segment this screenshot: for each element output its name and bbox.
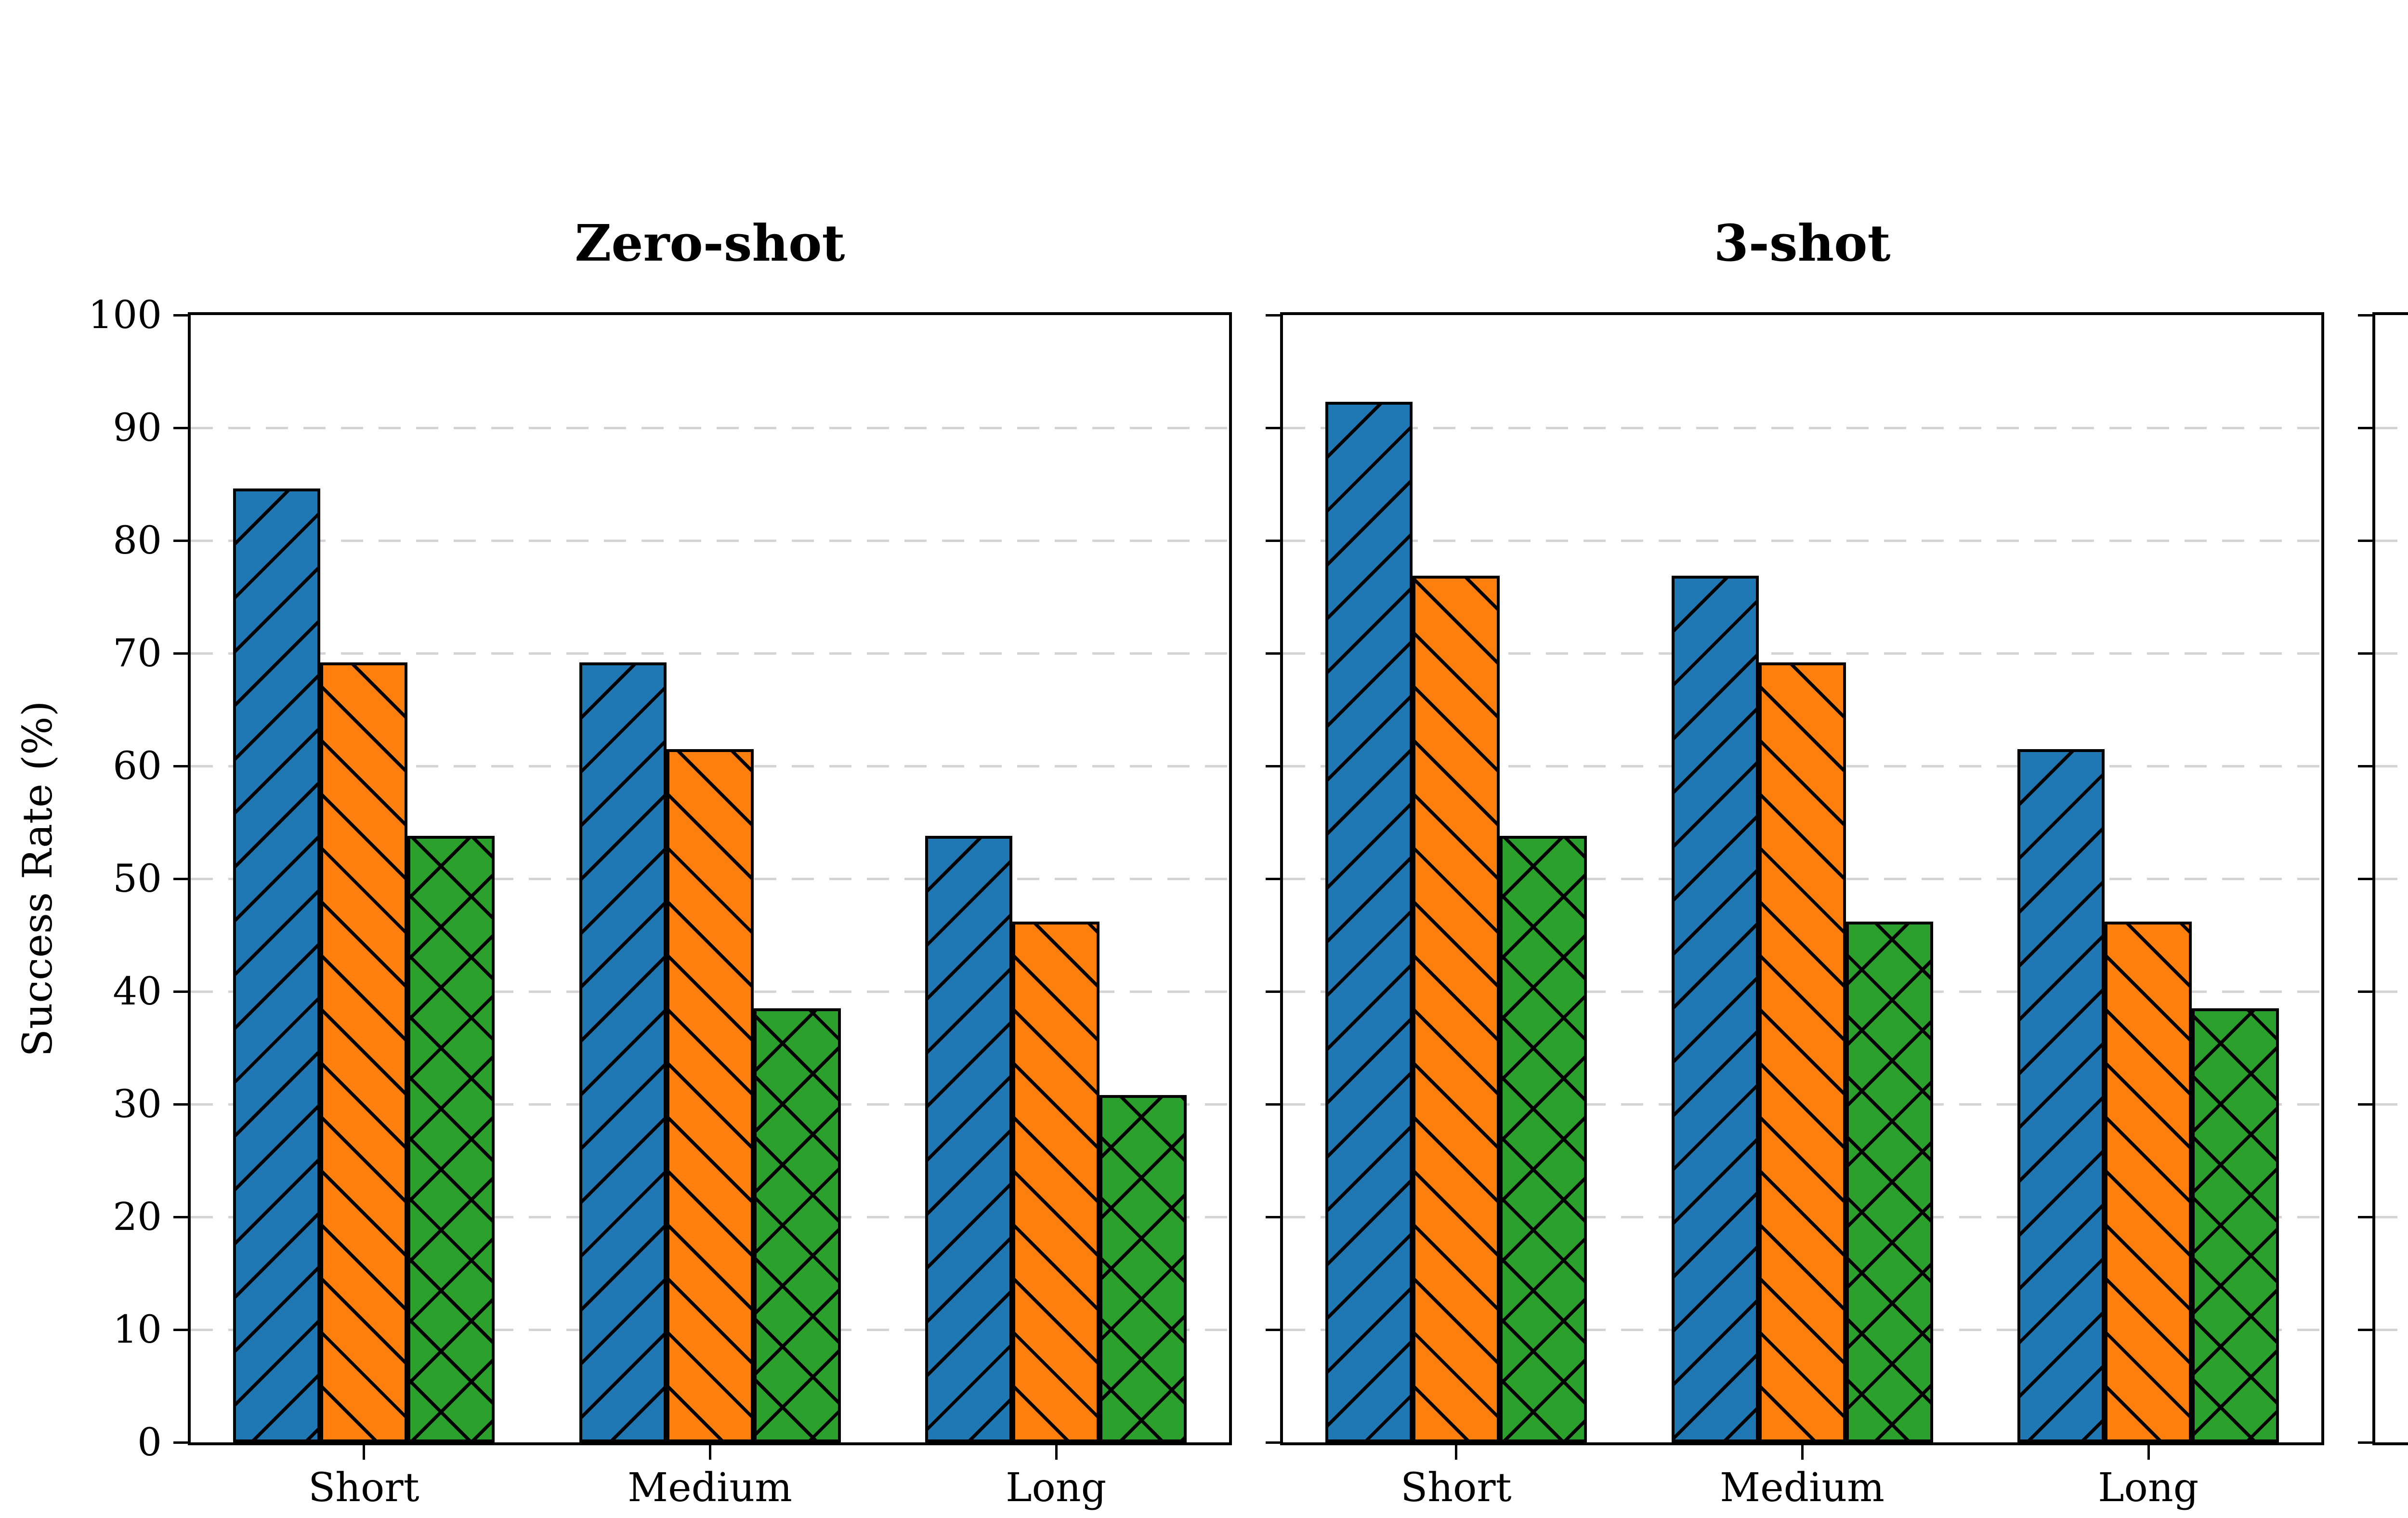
y-tick-70 bbox=[173, 652, 188, 655]
bar-claude-3-7-sonnet-short bbox=[1325, 402, 1413, 1442]
bar-claude-3-7-sonnet-short bbox=[233, 488, 320, 1442]
y-tick-label-70: 70 bbox=[113, 631, 162, 675]
y-tick-label-10: 10 bbox=[113, 1307, 162, 1352]
x-tick-label-long: Long bbox=[2098, 1465, 2199, 1511]
x-tick-long bbox=[1055, 1445, 1058, 1460]
gridline-40 bbox=[2375, 990, 2408, 993]
bar-claude-3-7-sonnet-long bbox=[925, 836, 1013, 1442]
gridline-90 bbox=[191, 427, 1229, 429]
bar-gpt-4o-long bbox=[2105, 921, 2192, 1442]
y-tick-20 bbox=[1266, 1216, 1280, 1218]
y-tick-80 bbox=[1266, 540, 1280, 542]
y-tick-0 bbox=[2358, 1441, 2372, 1444]
y-tick-40 bbox=[2358, 990, 2372, 993]
x-tick-label-medium: Medium bbox=[628, 1465, 792, 1511]
gridline-50 bbox=[2375, 878, 2408, 880]
x-tick-label-short: Short bbox=[1400, 1465, 1512, 1511]
y-tick-70 bbox=[1266, 652, 1280, 655]
y-tick-30 bbox=[173, 1103, 188, 1106]
y-tick-90 bbox=[2358, 427, 2372, 429]
y-tick-label-100: 100 bbox=[88, 292, 162, 337]
y-axis-label: Success Rate (%) bbox=[14, 700, 61, 1057]
gridline-70 bbox=[2375, 652, 2408, 655]
x-tick-label-long: Long bbox=[1006, 1465, 1107, 1511]
y-tick-40 bbox=[1266, 990, 1280, 993]
gridline-60 bbox=[2375, 765, 2408, 767]
gridline-90 bbox=[1283, 427, 2321, 429]
y-tick-30 bbox=[2358, 1103, 2372, 1106]
y-tick-0 bbox=[173, 1441, 188, 1444]
y-tick-20 bbox=[2358, 1216, 2372, 1218]
bar-llama-3-2-medium bbox=[1845, 921, 1933, 1442]
y-tick-label-90: 90 bbox=[113, 405, 162, 450]
bar-gpt-4o-short bbox=[320, 662, 407, 1442]
y-tick-0 bbox=[1266, 1441, 1280, 1444]
y-tick-80 bbox=[173, 540, 188, 542]
gridline-70 bbox=[1283, 652, 2321, 655]
y-tick-100 bbox=[2358, 314, 2372, 317]
y-tick-70 bbox=[2358, 652, 2372, 655]
y-tick-20 bbox=[173, 1216, 188, 1218]
y-tick-50 bbox=[2358, 878, 2372, 880]
y-tick-90 bbox=[173, 427, 188, 429]
y-tick-10 bbox=[2358, 1329, 2372, 1331]
gridline-90 bbox=[2375, 427, 2408, 429]
plot-area-3-shot: Short Medium Long bbox=[1266, 312, 2324, 1508]
bar-claude-3-7-sonnet-medium bbox=[1671, 575, 1759, 1442]
y-tick-60 bbox=[1266, 765, 1280, 767]
panel-title-3-shot: 3-shot bbox=[1714, 213, 1891, 273]
y-tick-100 bbox=[1266, 314, 1280, 317]
bar-llama-3-2-medium bbox=[753, 1008, 841, 1442]
panel-title-5-shot: 5-shot bbox=[2372, 207, 2408, 279]
bar-gpt-4o-medium bbox=[666, 749, 754, 1442]
gridline-30 bbox=[2375, 1103, 2408, 1106]
y-tick-60 bbox=[2358, 765, 2372, 767]
x-tick-label-short: Short bbox=[308, 1465, 419, 1511]
y-tick-30 bbox=[1266, 1103, 1280, 1106]
y-tick-10 bbox=[1266, 1329, 1280, 1331]
bar-claude-3-7-sonnet-long bbox=[2017, 749, 2105, 1442]
y-tick-label-50: 50 bbox=[113, 856, 162, 901]
plot-area-zero-shot: 0 10 20 30 40 50 60 70 80 90 100 Short Medium Long bbox=[88, 296, 1232, 1508]
y-tick-10 bbox=[173, 1329, 188, 1331]
y-tick-50 bbox=[173, 878, 188, 880]
bar-llama-3-2-long bbox=[2192, 1008, 2279, 1442]
y-tick-label-0: 0 bbox=[137, 1420, 162, 1465]
panel-title-zero-shot: Zero-shot bbox=[575, 213, 845, 273]
bar-gpt-4o-short bbox=[1412, 575, 1500, 1442]
bar-llama-3-2-short bbox=[1499, 836, 1587, 1442]
y-tick-80 bbox=[2358, 540, 2372, 542]
x-tick-medium bbox=[1801, 1445, 1804, 1460]
y-tick-90 bbox=[1266, 427, 1280, 429]
x-tick-long bbox=[2147, 1445, 2150, 1460]
bar-claude-3-7-sonnet-medium bbox=[579, 662, 667, 1442]
bar-llama-3-2-short bbox=[407, 836, 495, 1442]
gridline-80 bbox=[191, 540, 1229, 542]
x-tick-short bbox=[363, 1445, 366, 1460]
y-tick-label-30: 30 bbox=[113, 1082, 162, 1126]
y-tick-40 bbox=[173, 990, 188, 993]
x-tick-medium bbox=[709, 1445, 711, 1460]
y-tick-60 bbox=[173, 765, 188, 767]
gridline-80 bbox=[2375, 540, 2408, 542]
y-tick-label-20: 20 bbox=[113, 1194, 162, 1239]
bar-llama-3-2-long bbox=[1099, 1095, 1187, 1442]
bar-gpt-4o-long bbox=[1012, 921, 1100, 1442]
x-tick-short bbox=[1455, 1445, 1458, 1460]
gridline-20 bbox=[2375, 1216, 2408, 1218]
y-tick-label-40: 40 bbox=[113, 969, 162, 1014]
y-tick-label-80: 80 bbox=[113, 518, 162, 563]
y-tick-50 bbox=[1266, 878, 1280, 880]
y-tick-100 bbox=[173, 314, 188, 317]
gridline-70 bbox=[191, 652, 1229, 655]
y-tick-label-60: 60 bbox=[113, 743, 162, 788]
gridline-10 bbox=[2375, 1329, 2408, 1331]
gridline-80 bbox=[1283, 540, 2321, 542]
bar-gpt-4o-medium bbox=[1758, 662, 1846, 1442]
x-tick-label-medium: Medium bbox=[1720, 1465, 1885, 1511]
